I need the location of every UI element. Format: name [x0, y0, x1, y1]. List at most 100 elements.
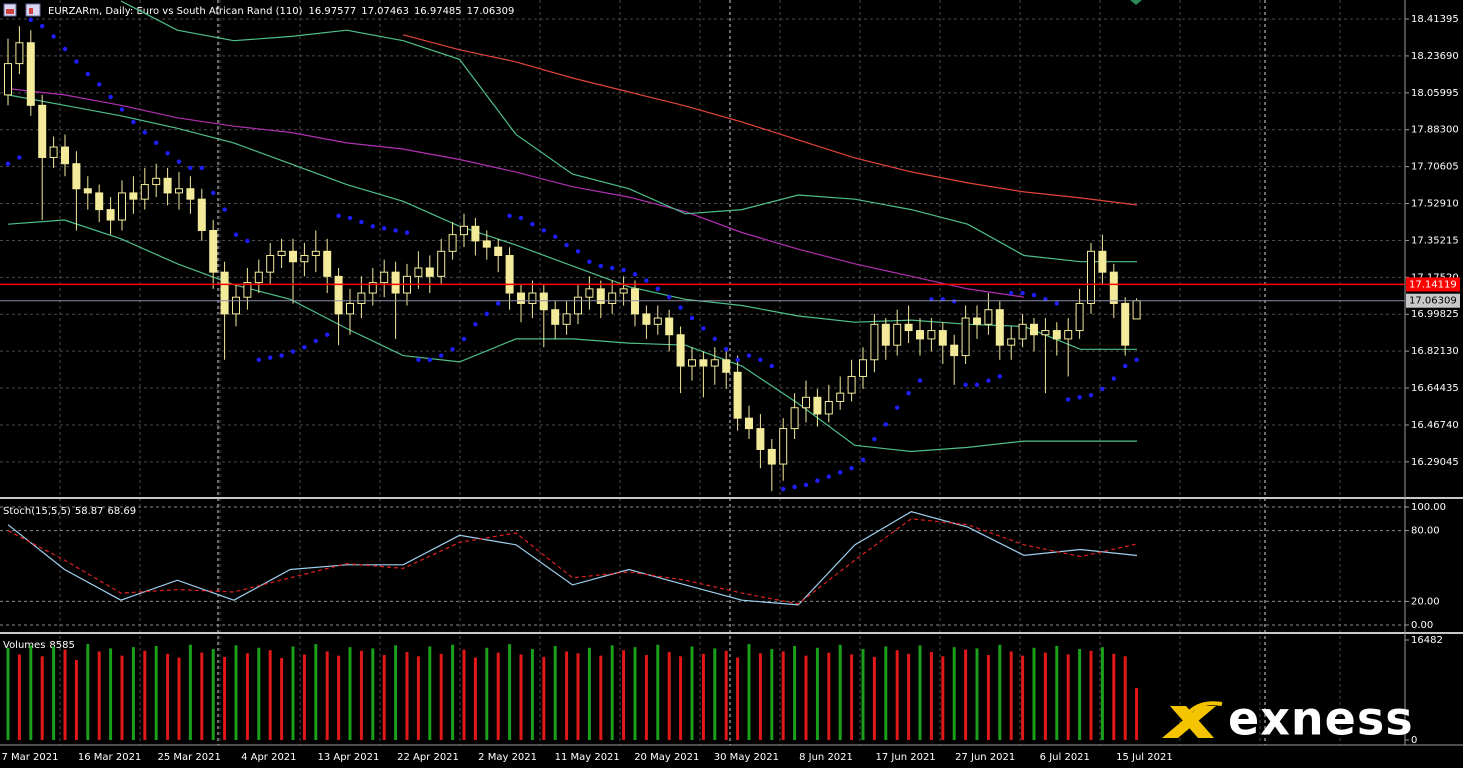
candle-body [631, 288, 639, 315]
sar-dot [917, 378, 923, 383]
sar-dot [986, 378, 991, 383]
sar-dot [632, 272, 638, 277]
volume-bar [838, 644, 842, 740]
candle-body [243, 282, 252, 298]
x-tick-label: 4 Apr 2021 [241, 752, 296, 763]
volume-bar [656, 644, 660, 740]
symbol-title: EURZARm, Daily: Euro vs South African Ra… [48, 6, 303, 17]
candle-body [220, 271, 229, 315]
volume-bar [861, 648, 865, 740]
volume-bar [154, 645, 158, 740]
candle-body [15, 42, 24, 65]
volume-bar [17, 654, 21, 740]
logo-icon [1184, 701, 1223, 718]
x-tick-label: 16 Mar 2021 [78, 752, 141, 763]
candle-body [140, 184, 149, 200]
sar-dot [5, 161, 11, 166]
sar-dot [62, 46, 68, 52]
volume-bar [553, 645, 557, 740]
candle-body [289, 250, 297, 263]
y-tick-label: 17.35215 [1411, 235, 1459, 246]
sar-dot [553, 234, 558, 239]
sar-dot [40, 23, 45, 29]
volume-bar [451, 644, 455, 740]
candle-body [266, 254, 275, 273]
x-tick-label: 2 May 2021 [478, 752, 537, 763]
level-label: 17.14119 [1409, 279, 1457, 290]
y-tick-label: 17.70605 [1411, 162, 1459, 173]
candle-body [106, 209, 115, 221]
volume-bar [359, 650, 363, 740]
volume-bar [895, 650, 899, 740]
sar-dot [302, 345, 307, 350]
sar-dot [849, 466, 854, 471]
volume-bar [143, 650, 147, 740]
icon [29, 8, 33, 14]
candle-body [517, 292, 525, 304]
candle-body [893, 323, 902, 346]
volume-bar [565, 651, 569, 740]
candle-body [505, 254, 514, 294]
x-tick-label: 27 Jun 2021 [955, 752, 1015, 763]
volume-bar [713, 648, 717, 740]
volume-bar [462, 649, 466, 740]
logo-icon [1170, 706, 1214, 738]
sar-dot [17, 155, 22, 160]
sar-dot [165, 151, 170, 156]
candle-body [881, 323, 890, 346]
volume-bar [587, 647, 591, 740]
x-tick-label: 17 Jun 2021 [876, 752, 936, 763]
bid-label-box [1406, 293, 1460, 308]
candle-body [608, 292, 617, 304]
candle-body [38, 104, 47, 158]
sar-dot [541, 228, 546, 233]
stochastic-pane [7, 511, 1138, 606]
candle-body [323, 250, 332, 277]
volume-bar [291, 646, 295, 740]
sar-dot [872, 436, 877, 442]
candle-body [710, 359, 719, 367]
sar-dot [575, 249, 581, 254]
sar-dot [222, 207, 227, 212]
volume-bar [610, 645, 614, 740]
candle-body [596, 288, 605, 304]
volume-bar [1123, 656, 1127, 740]
y-tick-label: 16482 [1411, 635, 1443, 646]
candle-body [619, 288, 628, 294]
y-tick-label: 16.64435 [1411, 383, 1459, 394]
candle-body [1030, 323, 1038, 336]
candle-body [950, 344, 959, 357]
sar-dot [507, 213, 512, 219]
volume-bar [998, 644, 1002, 740]
volume-bar [211, 648, 215, 740]
volume-bar [827, 652, 831, 740]
volume-bar [804, 655, 808, 740]
candle-body [870, 323, 879, 361]
volume-bar [622, 650, 626, 740]
sar-dot [393, 228, 398, 233]
candle-body [1007, 338, 1016, 346]
sar-dot [1054, 301, 1060, 306]
sar-dot [610, 265, 615, 271]
volume-header: Volumes 8585 [3, 640, 75, 651]
candle-body [1018, 323, 1027, 340]
candle-body [209, 229, 218, 273]
volume-bar [86, 644, 90, 740]
candle-body [528, 292, 537, 304]
volume-bar [964, 649, 968, 740]
sar-dot [313, 338, 318, 344]
candle-body [767, 448, 776, 465]
candle-body [642, 313, 651, 325]
volume-bar [690, 646, 694, 740]
y-tick-label: 17.88300 [1411, 125, 1459, 136]
volume-bar [667, 652, 671, 740]
volume-bar [1135, 687, 1139, 740]
volume-bar [1089, 650, 1093, 740]
candle-body [745, 417, 753, 430]
candle-body [836, 392, 845, 402]
x-tick-label: 20 May 2021 [634, 752, 699, 763]
candle-body [152, 177, 161, 186]
